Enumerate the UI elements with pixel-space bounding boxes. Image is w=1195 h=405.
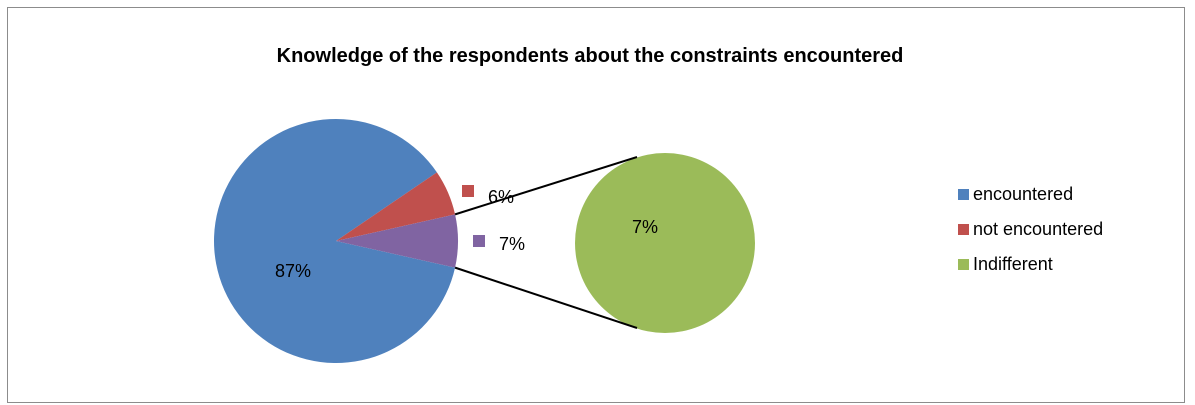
legend-item-indifferent: Indifferent <box>958 253 1103 276</box>
pie-slice-encountered <box>214 118 456 363</box>
legend-swatch-indifferent <box>958 259 969 270</box>
data-label-key-indifferent <box>473 235 485 247</box>
legend-item-not-encountered: not encountered <box>958 218 1103 241</box>
data-label-not-encountered: 6% <box>488 187 514 207</box>
pie-slice-not-encountered <box>336 172 456 241</box>
connector-line-top <box>454 156 638 216</box>
legend-label-not-encountered: not encountered <box>973 219 1104 239</box>
data-label-key-not-encountered <box>462 185 474 197</box>
legend: encountered not encountered Indifferent <box>958 183 1103 288</box>
legend-swatch-encountered <box>958 189 969 200</box>
connector-line-bottom <box>454 266 638 329</box>
legend-swatch-not-encountered <box>958 224 969 235</box>
pie-slice-indifferent <box>336 214 459 268</box>
chart-title: Knowledge of the respondents about the c… <box>277 45 904 67</box>
legend-item-encountered: encountered <box>958 183 1103 206</box>
data-label-indifferent: 7% <box>499 234 525 254</box>
data-label-encountered: 87% <box>275 261 311 281</box>
data-label-secondary-indifferent: 7% <box>632 217 658 237</box>
secondary-pie-indifferent <box>575 153 755 333</box>
legend-label-indifferent: Indifferent <box>973 254 1053 274</box>
legend-label-encountered: encountered <box>973 184 1074 204</box>
